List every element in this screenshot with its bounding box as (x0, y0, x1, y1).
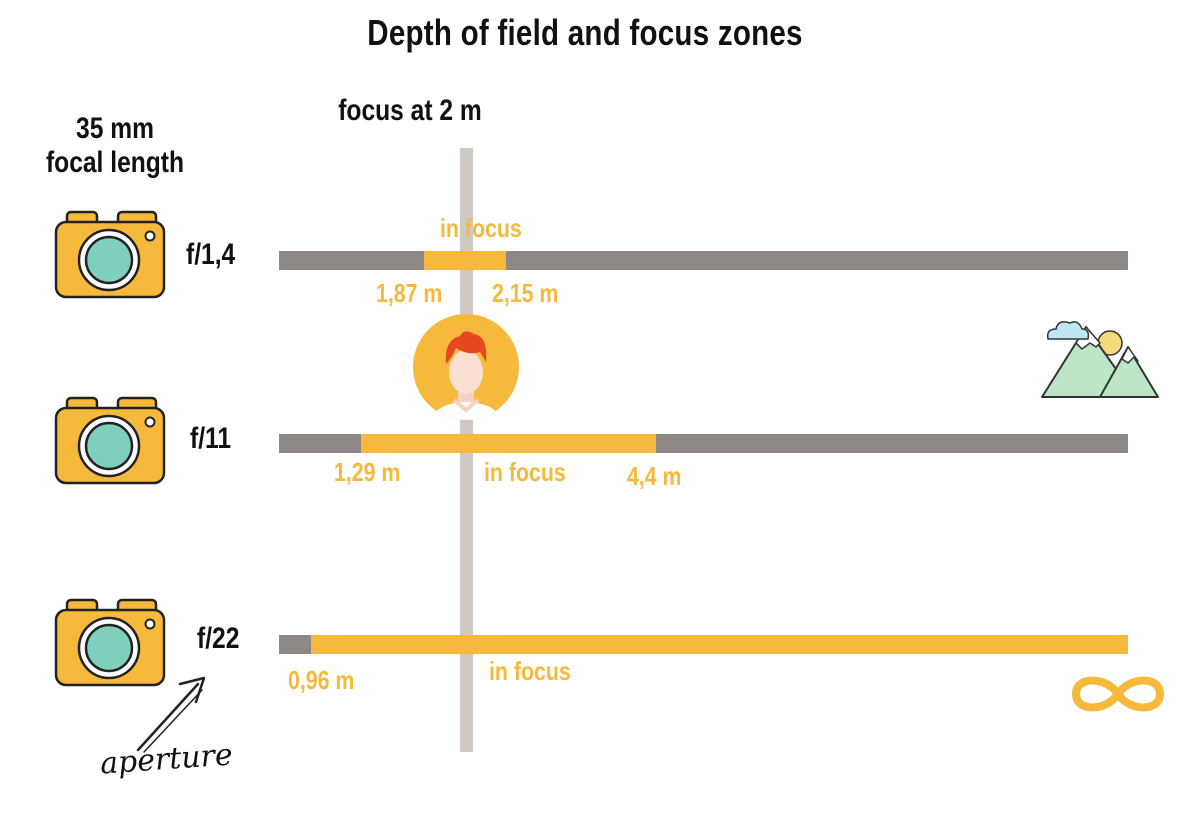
camera-icon (54, 598, 166, 687)
mountain-landscape-icon (1041, 321, 1159, 398)
aperture-value: f/22 (197, 622, 240, 655)
far-limit-label: 4,4 m (627, 461, 682, 491)
in-focus-zone (311, 635, 1128, 654)
aperture-handwritten-note: aperture (98, 737, 234, 782)
distance-bar (279, 251, 1128, 270)
in-focus-zone (361, 434, 656, 453)
focal-length-label: 35 mm focal length (37, 112, 193, 180)
aperture-value: f/1,4 (186, 238, 236, 271)
far-limit-label: 2,15 m (492, 278, 559, 308)
in-focus-label: in focus (489, 656, 571, 686)
near-limit-label: 0,96 m (288, 665, 355, 695)
person-icon (413, 314, 519, 420)
focal-length-caption: focal length (45, 146, 185, 179)
in-focus-label: in focus (440, 213, 522, 243)
diagram-title: Depth of field and focus zones (367, 12, 803, 53)
focal-length-value: 35 mm (76, 112, 154, 145)
arrow-icon (136, 676, 206, 753)
in-focus-label: in focus (484, 457, 566, 487)
aperture-value: f/11 (190, 422, 232, 455)
camera-icon (54, 210, 166, 299)
near-limit-label: 1,87 m (376, 278, 443, 308)
in-focus-zone (424, 251, 506, 270)
camera-icon (54, 396, 166, 485)
infinity-icon (1072, 676, 1164, 712)
focus-distance-label: focus at 2 m (338, 94, 482, 127)
near-limit-label: 1,29 m (334, 457, 401, 487)
